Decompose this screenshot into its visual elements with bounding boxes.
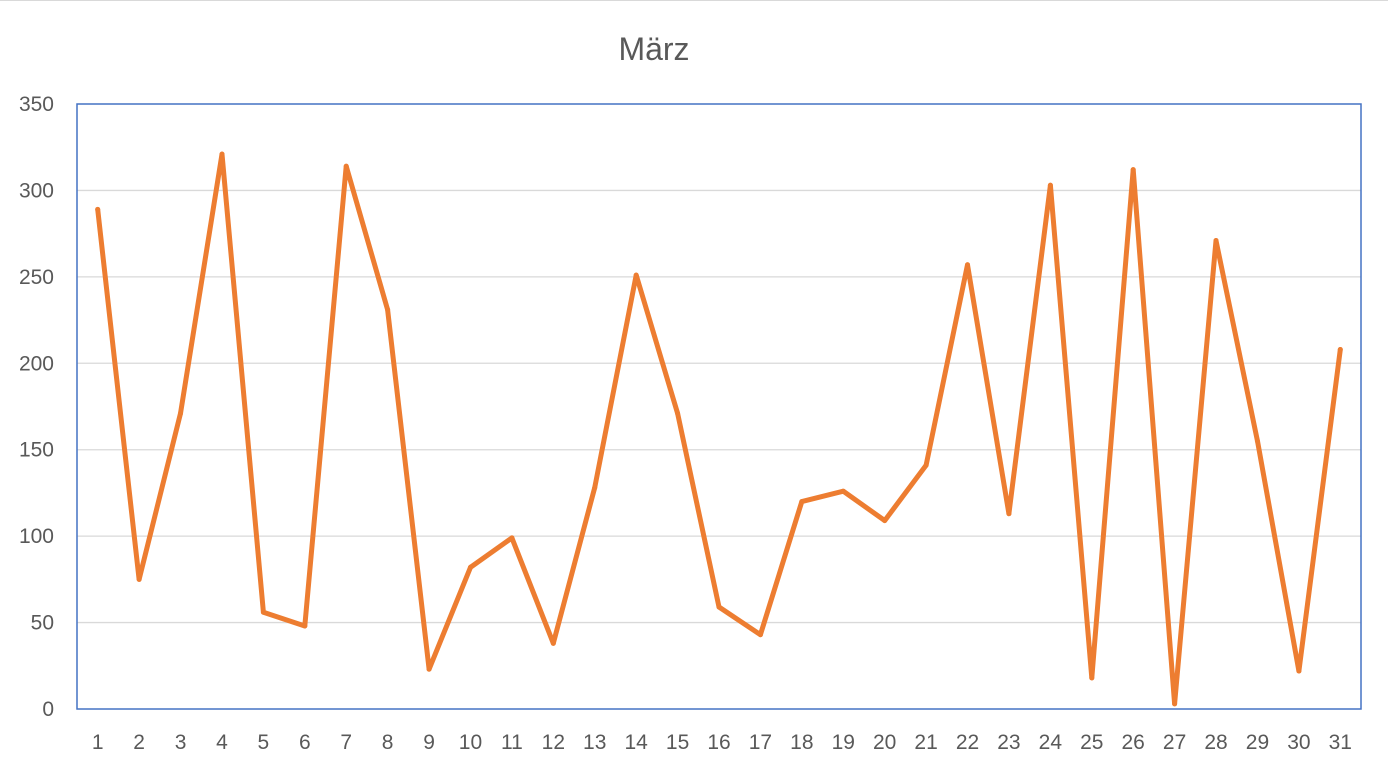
x-tick-label: 8 xyxy=(382,731,394,754)
x-tick-label: 21 xyxy=(914,731,937,754)
x-tick-label: 27 xyxy=(1163,731,1186,754)
x-tick-label: 11 xyxy=(501,731,523,754)
x-tick-label: 12 xyxy=(542,731,565,754)
data-point xyxy=(840,488,846,494)
data-point xyxy=(592,485,598,491)
x-tick-label: 10 xyxy=(459,731,482,754)
y-tick-label: 50 xyxy=(31,612,54,635)
y-tick-label: 300 xyxy=(19,179,54,202)
data-point xyxy=(716,604,722,610)
data-point xyxy=(799,499,805,505)
x-tick-label: 22 xyxy=(956,731,979,754)
x-tick-label: 5 xyxy=(258,731,270,754)
x-tick-label: 31 xyxy=(1329,731,1352,754)
x-tick-label: 6 xyxy=(299,731,311,754)
data-point xyxy=(633,272,639,278)
data-point xyxy=(1254,438,1260,444)
data-point xyxy=(178,410,184,416)
x-tick-label: 24 xyxy=(1039,731,1063,754)
data-point xyxy=(1089,675,1095,681)
x-tick-label: 23 xyxy=(997,731,1020,754)
data-point xyxy=(1130,167,1136,173)
x-tick-label: 17 xyxy=(749,731,772,754)
data-point xyxy=(1213,238,1219,244)
data-point xyxy=(965,262,971,268)
x-tick-label: 30 xyxy=(1287,731,1310,754)
data-point xyxy=(302,623,308,629)
data-point xyxy=(923,462,929,468)
data-point xyxy=(95,206,101,212)
x-tick-label: 2 xyxy=(133,731,145,754)
x-tick-label: 25 xyxy=(1080,731,1103,754)
x-tick-label: 16 xyxy=(707,731,730,754)
data-point xyxy=(467,564,473,570)
data-point xyxy=(675,410,681,416)
y-tick-label: 100 xyxy=(19,525,54,548)
x-tick-label: 28 xyxy=(1204,731,1227,754)
x-tick-label: 7 xyxy=(340,731,352,754)
x-tick-label: 15 xyxy=(666,731,689,754)
x-tick-label: 3 xyxy=(175,731,187,754)
data-point xyxy=(1172,701,1178,707)
data-point xyxy=(219,151,225,157)
data-point xyxy=(385,307,391,313)
y-tick-label: 350 xyxy=(19,93,54,116)
series-line xyxy=(95,151,1343,707)
x-tick-label: 4 xyxy=(216,731,228,754)
data-point xyxy=(1296,668,1302,674)
data-point xyxy=(1006,511,1012,517)
data-point xyxy=(509,535,515,541)
x-tick-label: 19 xyxy=(832,731,855,754)
data-point xyxy=(260,609,266,615)
x-tick-label: 1 xyxy=(92,731,104,754)
data-point xyxy=(426,666,432,672)
y-tick-label: 150 xyxy=(19,439,54,462)
data-point xyxy=(550,640,556,646)
data-point xyxy=(1337,346,1343,352)
plot-area-border xyxy=(76,103,1362,710)
chart-title: März xyxy=(618,31,690,67)
x-tick-label: 9 xyxy=(423,731,435,754)
data-point xyxy=(882,518,888,524)
x-tick-label: 13 xyxy=(583,731,606,754)
x-tick-label: 26 xyxy=(1122,731,1145,754)
data-point xyxy=(136,576,142,582)
y-tick-label: 200 xyxy=(19,352,54,375)
y-tick-label: 250 xyxy=(19,266,54,289)
x-tick-label: 20 xyxy=(873,731,896,754)
data-point xyxy=(1047,182,1053,188)
data-point xyxy=(757,632,763,638)
data-point xyxy=(343,163,349,169)
y-tick-label: 0 xyxy=(42,698,54,721)
x-tick-label: 18 xyxy=(790,731,813,754)
x-tick-label: 29 xyxy=(1246,731,1269,754)
x-tick-label: 14 xyxy=(624,731,648,754)
